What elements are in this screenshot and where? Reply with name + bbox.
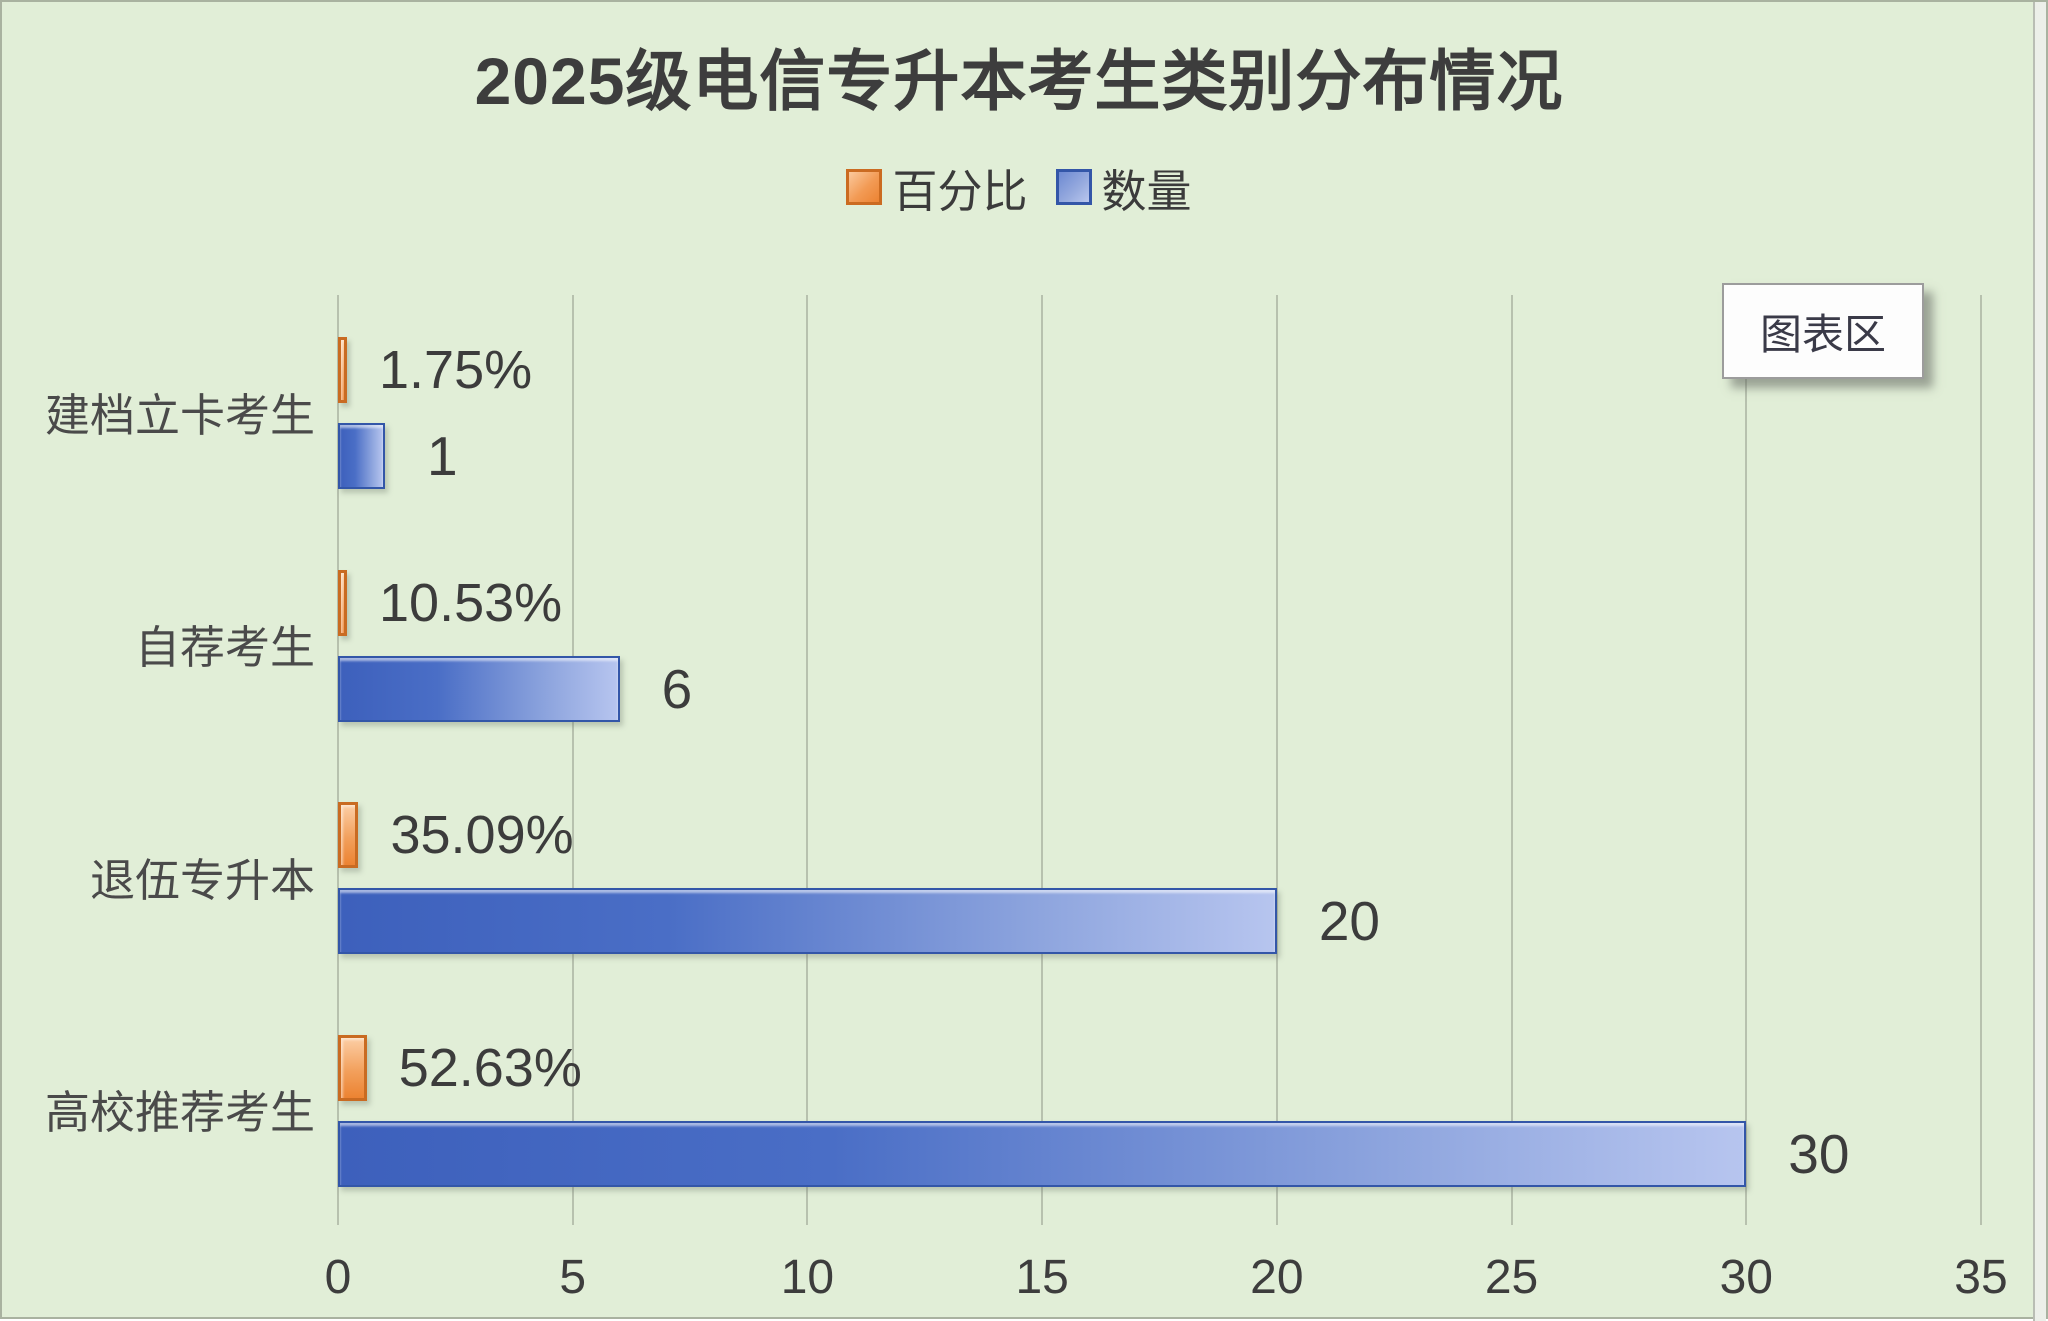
gridline-x-25 xyxy=(1510,295,1513,1225)
chart-area-tooltip: 图表区 xyxy=(1722,283,1924,379)
gridline-x-35 xyxy=(1980,295,1982,1225)
percentage-bar[interactable] xyxy=(338,1034,367,1101)
count-bar[interactable] xyxy=(338,1120,1747,1187)
gridline-x-20 xyxy=(1275,295,1278,1225)
percentage-value-label: 1.75% xyxy=(379,340,533,400)
count-value-label: 6 xyxy=(661,657,693,720)
percentage-value-label: 35.09% xyxy=(390,805,574,865)
category-label: 退伍专升本 xyxy=(89,854,315,906)
x-axis-tick-label: 15 xyxy=(1015,1251,1069,1304)
legend-label-percentage: 百分比 xyxy=(892,165,1028,217)
x-axis-tick-label: 25 xyxy=(1484,1251,1539,1304)
percentage-value-label: 10.53% xyxy=(379,572,563,633)
x-axis-tick-label: 30 xyxy=(1719,1251,1773,1304)
legend-swatch-count-icon xyxy=(1055,169,1092,205)
gridline-x-10 xyxy=(806,295,809,1225)
count-bar[interactable] xyxy=(338,423,385,489)
legend-label-count: 数量 xyxy=(1101,165,1192,217)
x-axis-tick-label: 10 xyxy=(780,1251,835,1304)
legend-item-percentage[interactable]: 百分比 xyxy=(846,155,1028,220)
percentage-bar[interactable] xyxy=(338,337,347,403)
x-axis-tick-label: 35 xyxy=(1954,1251,2008,1304)
count-value-label: 30 xyxy=(1788,1122,1850,1185)
count-bar[interactable] xyxy=(338,888,1277,954)
legend: 百分比 数量 xyxy=(2,158,2036,217)
percentage-value-label: 52.63% xyxy=(398,1037,582,1098)
percentage-bar[interactable] xyxy=(338,569,347,636)
chart-title: 2025级电信专升本考生类别分布情况 xyxy=(474,44,1564,118)
x-axis-tick-label: 20 xyxy=(1250,1251,1304,1304)
count-bar[interactable] xyxy=(338,655,620,722)
x-axis-tick-label: 5 xyxy=(559,1251,587,1304)
gridline-x-30 xyxy=(1745,295,1748,1225)
category-label: 建档立卡考生 xyxy=(44,389,315,441)
count-value-label: 1 xyxy=(426,425,458,487)
gridline-x-0 xyxy=(337,295,339,1225)
category-label: 自荐考生 xyxy=(134,622,315,674)
gridline-x-5 xyxy=(571,295,574,1225)
gridline-x-15 xyxy=(1041,295,1044,1225)
count-value-label: 20 xyxy=(1318,890,1381,952)
legend-swatch-percentage-icon xyxy=(846,169,883,205)
percentage-bar[interactable] xyxy=(338,802,359,868)
x-axis-tick-label: 0 xyxy=(324,1251,352,1304)
legend-item-count[interactable]: 数量 xyxy=(1055,155,1192,220)
category-label: 高校推荐考生 xyxy=(44,1087,315,1139)
worksheet-edge-strip xyxy=(2033,2,2046,1321)
